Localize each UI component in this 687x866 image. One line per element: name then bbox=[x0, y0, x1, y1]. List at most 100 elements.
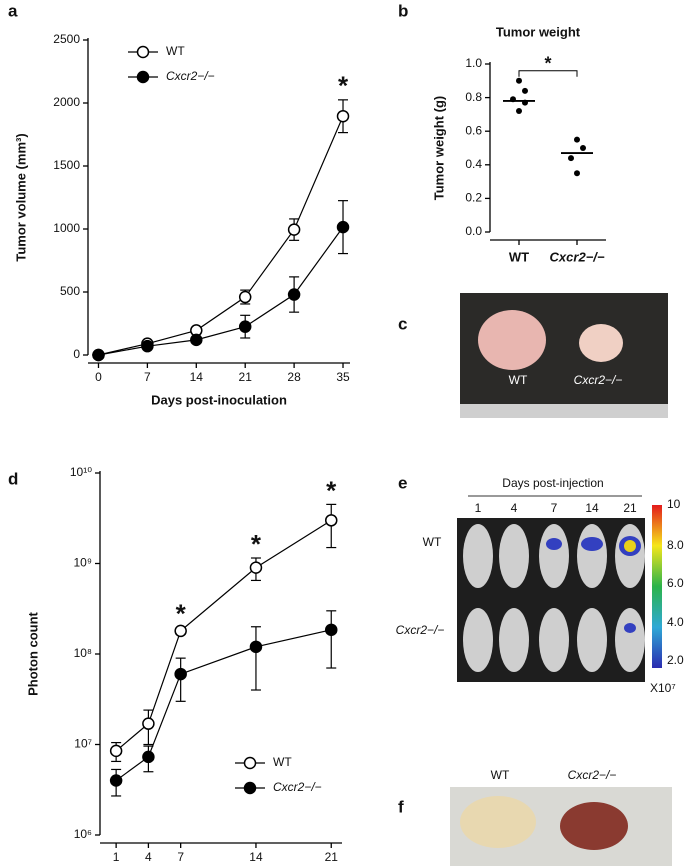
day-label: 1 bbox=[475, 501, 482, 515]
panel-label: b bbox=[398, 1, 408, 20]
colorbar-label: 6.0 bbox=[667, 576, 684, 590]
x-tick-label: 21 bbox=[325, 850, 339, 864]
y-tick-label: 2500 bbox=[53, 32, 80, 46]
x-tick-label: 14 bbox=[249, 850, 263, 864]
panel-label: f bbox=[398, 797, 404, 816]
marker bbox=[336, 109, 350, 123]
x-tick-label: 4 bbox=[145, 850, 152, 864]
annotation: * bbox=[338, 71, 349, 101]
marker bbox=[249, 640, 263, 654]
legend-label: WT bbox=[166, 44, 185, 58]
x-tick-label: WT bbox=[509, 249, 529, 264]
colorbar-unit: X10⁷ bbox=[650, 681, 676, 695]
x-tick-label: 35 bbox=[336, 370, 350, 384]
photo-c: c WT Cxcr2−/− bbox=[398, 293, 668, 418]
liver bbox=[460, 796, 536, 848]
marker bbox=[190, 333, 203, 347]
x-tick-label: 0 bbox=[95, 370, 102, 384]
y-tick-label: 0.4 bbox=[465, 157, 482, 171]
photo-label: WT bbox=[491, 768, 510, 782]
marker bbox=[92, 348, 105, 362]
legend-label: WT bbox=[273, 755, 292, 769]
marker bbox=[174, 667, 187, 681]
signal bbox=[624, 540, 636, 552]
tumor bbox=[579, 324, 623, 362]
y-tick-label: 1500 bbox=[53, 158, 80, 172]
point bbox=[522, 87, 528, 94]
marker bbox=[109, 744, 123, 758]
marker bbox=[109, 774, 123, 787]
marker bbox=[287, 288, 301, 301]
row-label: Cxcr2−/− bbox=[396, 623, 445, 637]
y-axis-label: Tumor weight (g) bbox=[431, 96, 446, 200]
marker bbox=[142, 717, 155, 730]
series-line bbox=[98, 115, 344, 356]
day-label: 21 bbox=[623, 501, 637, 515]
y-tick-label: 0.0 bbox=[465, 224, 482, 238]
annotation: * bbox=[544, 54, 551, 74]
x-tick-label: 1 bbox=[113, 850, 120, 864]
signal bbox=[624, 623, 636, 633]
panel-label: a bbox=[8, 1, 18, 20]
significance-bracket bbox=[518, 70, 578, 77]
photo-label: Cxcr2−/− bbox=[574, 373, 623, 387]
series-line bbox=[98, 226, 344, 356]
x-tick-label: Cxcr2−/− bbox=[550, 249, 605, 264]
panel-label: c bbox=[398, 314, 407, 333]
marker bbox=[324, 623, 338, 637]
annotation: * bbox=[326, 475, 337, 505]
y-tick-label: 1000 bbox=[53, 221, 80, 235]
legend-marker bbox=[243, 756, 257, 770]
y-tick-label: 10⁶ bbox=[74, 827, 92, 841]
y-tick-label: 0.2 bbox=[465, 191, 482, 205]
marker bbox=[287, 223, 301, 236]
panel-label: d bbox=[8, 469, 18, 488]
signal bbox=[546, 538, 562, 550]
x-tick-label: 28 bbox=[287, 370, 301, 384]
legend-label: Cxcr2−/− bbox=[273, 780, 322, 794]
row-label: WT bbox=[423, 535, 442, 549]
photo-title: Days post-injection bbox=[502, 476, 603, 490]
liver bbox=[560, 802, 628, 850]
y-tick-label: 0.6 bbox=[465, 123, 482, 137]
ruler bbox=[460, 404, 668, 418]
annotation: * bbox=[251, 529, 262, 559]
legend-marker bbox=[243, 781, 257, 795]
colorbar-label: 10 bbox=[667, 497, 681, 511]
point bbox=[574, 170, 580, 177]
y-axis-label: Tumor volume (mm³) bbox=[13, 133, 28, 261]
y-tick-label: 1.0 bbox=[465, 56, 482, 70]
legend-marker bbox=[136, 45, 150, 59]
point bbox=[516, 108, 522, 115]
marker bbox=[174, 624, 187, 638]
point bbox=[580, 145, 586, 151]
x-axis-label: Days post-inoculation bbox=[151, 392, 287, 407]
photo-f: f WT Cxcr2−/− bbox=[398, 768, 672, 866]
panel-label: e bbox=[398, 473, 407, 492]
tumor bbox=[478, 310, 546, 370]
colorbar-label: 8.0 bbox=[667, 538, 684, 552]
y-tick-label: 10¹⁰ bbox=[70, 465, 92, 479]
photo-e: e Days post-injection 1 4 7 14 21 WT Cxc… bbox=[396, 473, 684, 695]
day-label: 4 bbox=[511, 501, 518, 515]
colorbar-label: 4.0 bbox=[667, 615, 684, 629]
colorbar bbox=[652, 505, 662, 668]
y-tick-label: 0 bbox=[73, 347, 80, 361]
signal bbox=[581, 537, 603, 551]
marker bbox=[249, 561, 263, 574]
x-tick-label: 14 bbox=[190, 370, 204, 384]
legend-marker bbox=[136, 70, 150, 84]
day-label: 7 bbox=[551, 501, 558, 515]
x-tick-label: 7 bbox=[177, 850, 184, 864]
y-tick-label: 10⁹ bbox=[74, 556, 93, 570]
point bbox=[574, 136, 580, 143]
marker bbox=[238, 320, 252, 333]
photo-label: Cxcr2−/− bbox=[568, 768, 617, 782]
x-tick-label: 21 bbox=[239, 370, 253, 384]
marker bbox=[238, 290, 252, 304]
y-tick-label: 10⁷ bbox=[74, 737, 92, 751]
y-tick-label: 10⁸ bbox=[74, 646, 92, 660]
legend-label: Cxcr2−/− bbox=[166, 69, 215, 83]
annotation: * bbox=[176, 599, 187, 629]
